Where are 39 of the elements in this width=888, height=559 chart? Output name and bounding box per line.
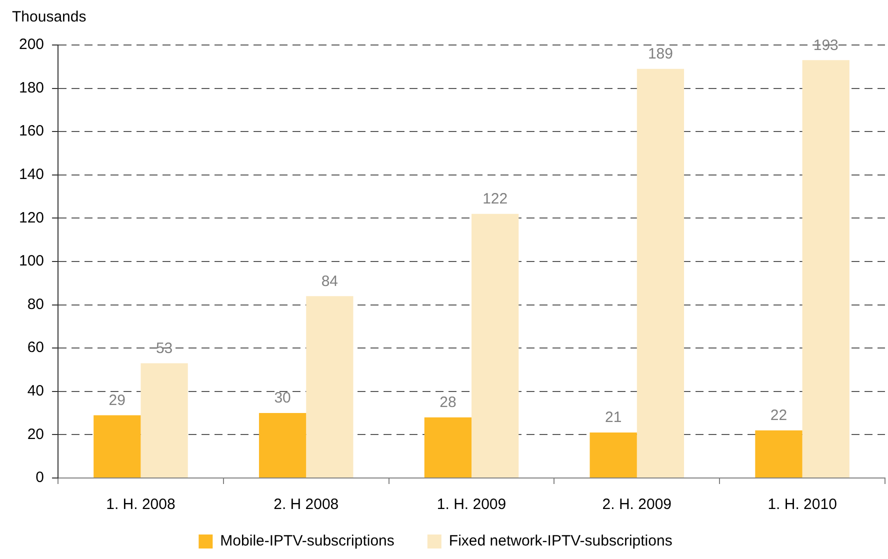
y-tick-label: 140 — [18, 166, 44, 184]
bar — [472, 214, 519, 478]
data-label: 29 — [108, 392, 126, 409]
y-tick-label: 60 — [27, 339, 44, 356]
bar — [306, 296, 354, 478]
x-tick-label: 2. H. 2009 — [602, 496, 672, 514]
bar — [590, 432, 637, 478]
y-tick-label: 100 — [18, 252, 44, 270]
x-tick-label: 1. H. 2008 — [106, 496, 176, 514]
legend-label: Fixed network-IPTV-subscriptions — [448, 532, 698, 550]
y-tick-label: 180 — [18, 79, 44, 96]
y-tick-label: 80 — [27, 296, 44, 313]
bar — [802, 60, 850, 478]
x-tick-label: 1. H. 2010 — [768, 496, 837, 514]
data-label: 30 — [274, 390, 291, 407]
data-label: 84 — [321, 272, 338, 290]
y-tick-label: 120 — [18, 209, 44, 226]
bar — [424, 417, 472, 478]
y-tick-label: 40 — [27, 382, 44, 400]
y-tick-label: 160 — [18, 122, 44, 140]
bar — [755, 430, 802, 478]
legend-label: Mobile-IPTV-subscriptions — [220, 532, 420, 550]
x-tick-label: 1. H. 2009 — [436, 496, 506, 514]
data-label: 193 — [813, 36, 838, 54]
y-tick-label: 0 — [36, 469, 44, 486]
bar — [94, 415, 141, 478]
data-label: 189 — [648, 45, 673, 62]
data-label: 28 — [440, 394, 456, 412]
bar — [140, 363, 188, 478]
data-label: 53 — [156, 340, 173, 357]
y-tick-label: 200 — [18, 36, 44, 54]
data-label: 21 — [604, 409, 622, 426]
data-label: 22 — [770, 407, 788, 424]
bar — [258, 413, 306, 478]
y-axis-title: Thousands — [12, 8, 86, 26]
y-tick-label: 20 — [27, 426, 44, 443]
data-label: 122 — [482, 190, 508, 208]
x-tick-label: 2. H 2008 — [274, 496, 339, 514]
bar — [636, 68, 684, 478]
